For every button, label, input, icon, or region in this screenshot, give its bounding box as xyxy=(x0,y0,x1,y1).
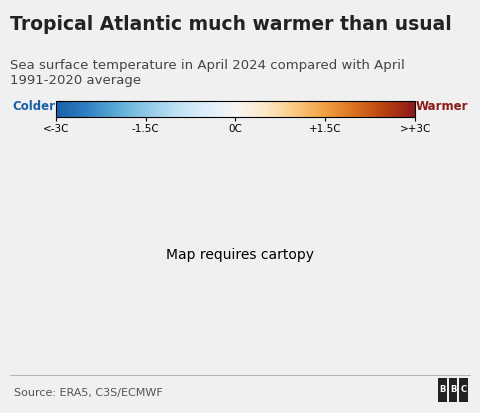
Text: B: B xyxy=(450,385,456,393)
FancyBboxPatch shape xyxy=(438,378,447,401)
Text: Sea surface temperature in April 2024 compared with April
1991-2020 average: Sea surface temperature in April 2024 co… xyxy=(10,59,404,87)
Text: B: B xyxy=(439,385,446,393)
Text: Tropical Atlantic much warmer than usual: Tropical Atlantic much warmer than usual xyxy=(10,15,451,34)
Text: Map requires cartopy: Map requires cartopy xyxy=(166,247,314,261)
FancyBboxPatch shape xyxy=(459,378,468,401)
Text: C: C xyxy=(461,385,467,393)
Text: Source: ERA5, C3S/ECMWF: Source: ERA5, C3S/ECMWF xyxy=(14,387,163,397)
FancyBboxPatch shape xyxy=(449,378,457,401)
Text: Colder: Colder xyxy=(12,100,55,113)
Text: Warmer: Warmer xyxy=(416,100,468,113)
